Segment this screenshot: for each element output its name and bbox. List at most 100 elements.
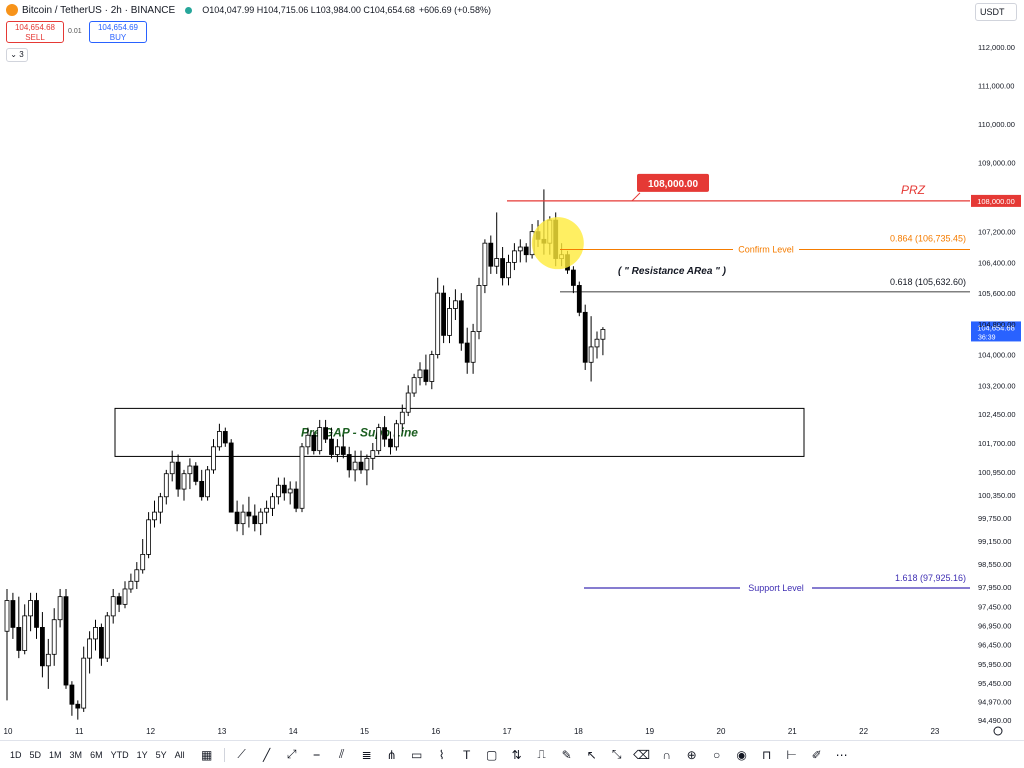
candle-body (222, 431, 228, 444)
eraser-icon[interactable]: ⌫ (633, 747, 651, 762)
symbol-title[interactable]: Bitcoin / TetherUS · 2h · BINANCE (22, 4, 176, 16)
candle-body (370, 450, 376, 459)
buy-button[interactable]: 104,654.69 BUY (89, 21, 147, 43)
candle-body (293, 488, 299, 509)
candles (4, 189, 606, 720)
arrow-icon[interactable]: ↖ (586, 747, 597, 762)
candle-body (488, 242, 494, 267)
ray-icon[interactable]: ╱ (263, 747, 271, 762)
price-tick-label: 105,600.00 (978, 289, 1016, 298)
candle-body (275, 484, 281, 498)
rectangle-icon[interactable]: ▭ (410, 747, 423, 762)
time-axis: 10 11 12 13 14 15 16 17 18 19 20 21 22 23 (4, 726, 1003, 736)
candle-body (169, 461, 175, 475)
pen-icon[interactable]: ✐ (811, 747, 822, 762)
text-icon[interactable]: T (462, 747, 471, 762)
candle-body (334, 446, 340, 455)
candle-body (63, 596, 69, 686)
currency-selector[interactable]: USDT (975, 3, 1017, 21)
candle-body (358, 461, 364, 471)
candle-body (40, 627, 45, 667)
candle-body (45, 653, 51, 667)
price-tick-label: 99,750.00 (978, 514, 1011, 523)
eye-icon[interactable]: ◉ (736, 747, 747, 762)
price-tick-label: 95,950.00 (978, 660, 1011, 669)
prz-callout-box (637, 173, 709, 192)
range-1y[interactable]: 1Y (136, 749, 148, 760)
lock-icon[interactable]: ⊓ (761, 747, 772, 762)
candle-body (470, 331, 476, 363)
range-all[interactable]: All (174, 749, 185, 760)
candle-body (417, 369, 423, 379)
candle-body (423, 369, 429, 382)
calendar-icon[interactable]: ▦ (200, 747, 213, 762)
candle-body (270, 496, 275, 509)
price-change: +606.69 (+0.58%) (418, 5, 491, 15)
sell-button[interactable]: 104,654.68 SELL (6, 21, 64, 43)
range-1m[interactable]: 1M (49, 749, 62, 760)
projection-icon[interactable]: ⎍ (537, 747, 546, 761)
time-tick-label: 19 (645, 727, 654, 736)
candle-body (264, 507, 270, 513)
pitchfork-icon[interactable]: ⋔ (386, 747, 397, 762)
horizontal-line-icon[interactable]: ⎯ (313, 747, 320, 761)
range-5y[interactable]: 5Y (155, 749, 167, 760)
zone-label: Pre GAP - Supp Line (301, 425, 418, 439)
long-position-icon[interactable]: ⇅ (511, 747, 522, 762)
price-tick-label: 99,150.00 (978, 537, 1011, 546)
price-tick-label: 97,450.00 (978, 602, 1011, 611)
time-tick-label: 20 (717, 727, 726, 736)
range-6m[interactable]: 6M (90, 749, 103, 760)
trend-line-icon[interactable]: ⟋ (237, 747, 246, 761)
candle-body (317, 427, 323, 452)
range-1d[interactable]: 1D (10, 749, 22, 760)
candle-body (476, 285, 482, 332)
channel-icon[interactable]: ⫽ (338, 747, 345, 761)
symbol-header: Bitcoin / TetherUS · 2h · BINANCE O104,0… (0, 0, 960, 20)
time-tick-label: 13 (217, 727, 226, 736)
time-tick-label: 18 (574, 727, 583, 736)
price-tick-label: 95,450.00 (978, 679, 1011, 688)
note-icon[interactable]: ▢ (485, 747, 498, 762)
fib-retracement-icon[interactable]: ≣ (361, 747, 372, 762)
price-tick-label: 104,000.00 (978, 351, 1016, 360)
indicators-toggle-button[interactable]: ⌄ 3 (6, 48, 28, 62)
range-5d[interactable]: 5D (29, 749, 42, 760)
price-tick-label: 104,800.00 (978, 320, 1016, 329)
price-tick-label: 103,200.00 (978, 381, 1016, 390)
ohlc-values: O104,047.99 H104,715.06 L103,984.00 C104… (202, 5, 415, 15)
prz-label: PRZ (901, 183, 926, 197)
candle-body (181, 473, 187, 490)
circle-icon[interactable]: ○ (713, 747, 721, 762)
extended-line-icon[interactable]: ⤢ (286, 747, 297, 761)
candle-body (393, 423, 399, 448)
candle-body (452, 300, 458, 309)
resistance-area-label: ( " Resistance ARea " ) (618, 266, 727, 277)
magnet-icon[interactable]: ∩ (662, 747, 671, 762)
measure-icon[interactable]: ⤡ (611, 747, 622, 761)
candle-body (517, 246, 523, 252)
confirm-label-bg (733, 243, 799, 256)
price-chart[interactable]: Pre GAP - Supp Line PRZ 108,000.00 108,000… (0, 0, 1024, 740)
candle-body (388, 438, 393, 448)
zoom-icon[interactable]: ⊕ (686, 747, 697, 762)
range-measure-icon[interactable]: ⊢ (786, 747, 797, 762)
candle-body (494, 258, 500, 267)
candle-body (110, 596, 116, 617)
more-tools-icon[interactable]: ⋯ (835, 747, 848, 762)
confirm-fib-label: 0.864 (106,735.45) (890, 233, 966, 243)
time-tick-label: 12 (146, 727, 155, 736)
candle-body (22, 615, 28, 651)
candle-body (329, 438, 334, 455)
date-range-selector: 1D 5D 1M 3M 6M YTD 1Y 5Y All (10, 750, 185, 760)
price-tick-label: 106,400.00 (978, 258, 1016, 267)
candle-body (140, 553, 146, 571)
range-ytd[interactable]: YTD (110, 749, 129, 760)
candle-body (458, 300, 464, 344)
range-3m[interactable]: 3M (69, 749, 83, 760)
price-tick-label: 96,950.00 (978, 621, 1011, 630)
path-icon[interactable]: ⌇ (438, 747, 445, 762)
brush-icon[interactable]: ✎ (561, 747, 572, 762)
candle-body (311, 434, 317, 452)
